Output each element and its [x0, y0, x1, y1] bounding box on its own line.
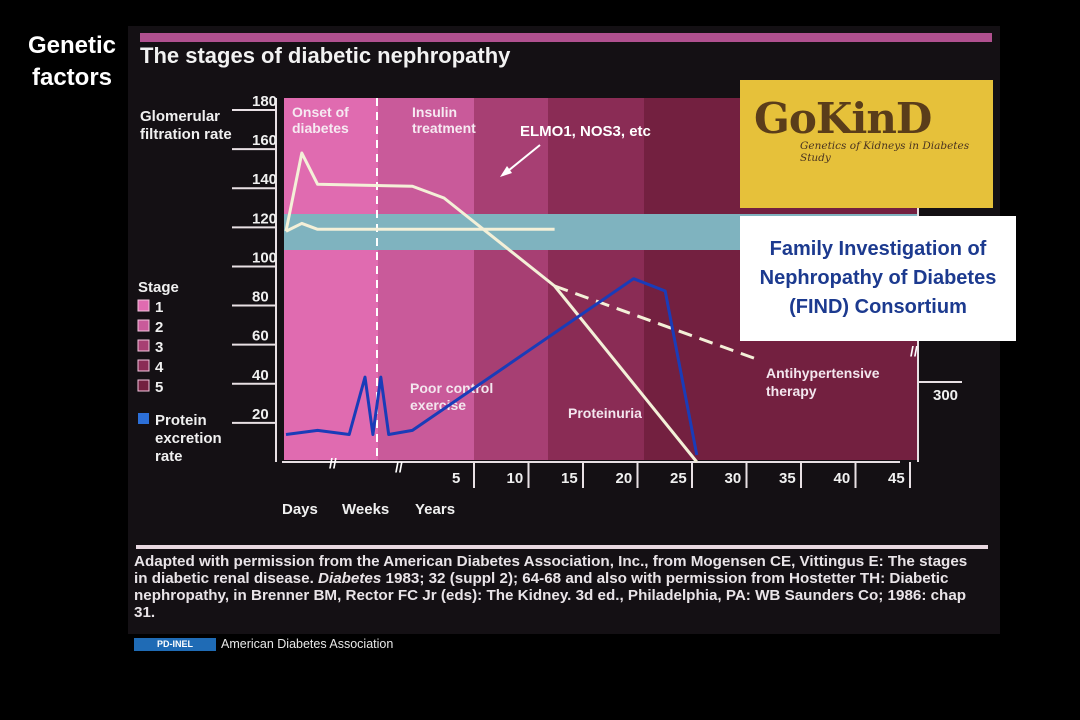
- side-title: Genetic factors: [27, 32, 117, 91]
- citation-part2: 1983; 32 (suppl 2); 64-68 and also with …: [134, 570, 967, 621]
- series-line-gfr_antihypertensive: [554, 284, 761, 362]
- gokind-logo-name: GoKinD: [754, 94, 932, 143]
- phase-insulin-line2: treatment: [412, 120, 476, 136]
- legend-label-stage-3: 3: [155, 339, 163, 356]
- citation-rule: [136, 545, 988, 549]
- legend-protein-line2: excretion: [155, 430, 222, 447]
- legend-swatch-stage-5: [137, 379, 150, 392]
- legend-label-stage-1: 1: [155, 299, 163, 316]
- y-ticks: 180 160 140 120 100 80 60 40 20: [232, 93, 277, 424]
- find-consortium-box: Family Investigation of Nephropathy of D…: [740, 216, 1016, 341]
- x-tick-label-15: 15: [561, 470, 578, 487]
- title-rule: [140, 33, 992, 42]
- legend-protein-swatch: [138, 413, 149, 424]
- x-tick-label-40: 40: [834, 470, 851, 487]
- y-tick-label-100: 100: [252, 249, 277, 266]
- legend-swatch-stage-2: [137, 319, 150, 332]
- annotation-proteinuria: Proteinuria: [568, 405, 642, 421]
- citation: Adapted with permission from the America…: [134, 553, 984, 621]
- legend-protein-line3: rate: [155, 448, 183, 465]
- x-tick-label-10: 10: [507, 470, 524, 487]
- annotation-antihyp-line2: therapy: [766, 383, 817, 399]
- axis-break-1: //: [329, 455, 337, 471]
- citation-part1: Adapted with permission from the America…: [134, 553, 968, 587]
- phase-onset-line1: Onset of: [292, 104, 349, 120]
- annotation-poor-control-line2: exercise: [410, 397, 466, 413]
- x-unit-weeks: Weeks: [342, 501, 389, 518]
- y-tick-label-80: 80: [252, 289, 269, 306]
- y-tick-label-60: 60: [252, 328, 269, 345]
- series-line-gfr_untreated: [285, 221, 555, 233]
- legend-stages: 1 2 3 4 5: [137, 299, 164, 396]
- x-tick-label-20: 20: [616, 470, 633, 487]
- legend-label-stage-2: 2: [155, 319, 163, 336]
- y-axis-label-line2: filtration rate: [140, 126, 232, 143]
- annotation-antihyp-line1: Antihypertensive: [766, 365, 880, 381]
- x-tick-label-25: 25: [670, 470, 687, 487]
- gokind-logo: GoKinD Genetics of Kidneys in Diabetes S…: [740, 80, 993, 208]
- y-tick-label-20: 20: [252, 406, 269, 423]
- legend-label-stage-5: 5: [155, 379, 163, 396]
- y-tick-label-180: 180: [252, 93, 277, 110]
- genetic-annotation: ELMO1, NOS3, etc: [520, 123, 651, 140]
- public-domain-badge: PD-INEL: [134, 638, 216, 651]
- chart-title: The stages of diabetic nephropathy: [140, 43, 511, 68]
- x-tick-label-30: 30: [725, 470, 742, 487]
- credit-text: American Diabetes Association: [221, 637, 394, 651]
- legend-swatch-stage-1: [137, 299, 150, 312]
- stage-4-region: [548, 98, 644, 460]
- find-consortium-text: Family Investigation of Nephropathy of D…: [759, 238, 997, 318]
- y-tick-label-140: 140: [252, 171, 277, 188]
- y-tick-label-160: 160: [252, 132, 277, 149]
- axis-break-2: //: [395, 459, 403, 475]
- x-tick-label-35: 35: [779, 470, 796, 487]
- stage-3-region: [474, 98, 548, 460]
- x-tick-label-5: 5: [452, 470, 460, 487]
- legend-title: Stage: [138, 279, 179, 296]
- y-tick-label-40: 40: [252, 367, 269, 384]
- x-tick-label-45: 45: [888, 470, 905, 487]
- x-ticks: 5 10 15 20 25 30 35 40 45: [452, 462, 911, 488]
- series-line-protein: [285, 277, 699, 456]
- y-tick-label-120: 120: [252, 210, 277, 227]
- stage-1-region: [284, 98, 378, 460]
- x-unit-days: Days: [282, 501, 318, 518]
- phase-insulin-line1: Insulin: [412, 104, 457, 120]
- phase-onset-line2: diabetes: [292, 120, 349, 136]
- annotation-arrowhead: [500, 166, 512, 177]
- x-unit-years: Years: [415, 501, 455, 518]
- right-tick-label: 300: [933, 387, 958, 404]
- citation-journal: Diabetes: [318, 570, 382, 587]
- y-axis-label-line1: Glomerular: [140, 108, 220, 125]
- legend-label-stage-4: 4: [155, 359, 164, 376]
- legend-protein-line1: Protein: [155, 412, 207, 429]
- gokind-logo-subtitle: Genetics of Kidneys in Diabetes Study: [800, 140, 970, 164]
- series-layer: [284, 151, 761, 463]
- annotation-poor-control-line1: Poor control: [410, 380, 493, 396]
- break-mark-right: //: [910, 343, 918, 359]
- legend-swatch-stage-3: [137, 339, 150, 352]
- legend-swatch-stage-4: [137, 359, 150, 372]
